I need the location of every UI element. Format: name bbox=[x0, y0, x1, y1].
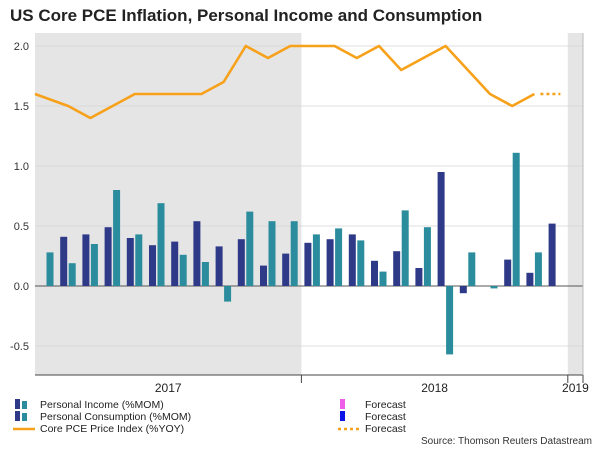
shaded-region-2019 bbox=[568, 33, 583, 375]
bar-personal-consumption bbox=[135, 234, 142, 286]
bar-personal-income bbox=[393, 251, 400, 286]
bar-personal-consumption bbox=[513, 153, 520, 286]
bar-personal-consumption bbox=[246, 212, 253, 286]
bar-personal-consumption bbox=[269, 221, 276, 286]
bar-personal-income bbox=[82, 234, 89, 286]
bar-personal-consumption bbox=[357, 240, 364, 286]
bar-personal-income bbox=[349, 234, 356, 286]
bar-personal-consumption bbox=[535, 252, 542, 286]
bar-personal-income bbox=[327, 239, 334, 286]
legend-label: Personal Income (%MOM) bbox=[40, 399, 164, 411]
legend-swatch bbox=[15, 411, 20, 421]
legend: Personal Income (%MOM)Personal Consumpti… bbox=[13, 399, 406, 435]
y-tick-label: 1.0 bbox=[14, 161, 29, 173]
bar-personal-income bbox=[526, 273, 533, 286]
bar-personal-income bbox=[171, 242, 178, 286]
legend-swatch bbox=[340, 399, 345, 409]
legend-swatch bbox=[340, 411, 345, 421]
bar-personal-income bbox=[415, 268, 422, 286]
bar-personal-income bbox=[549, 224, 556, 286]
bar-personal-consumption bbox=[446, 286, 453, 354]
legend-swatch bbox=[22, 413, 27, 421]
legend-swatch bbox=[15, 399, 20, 409]
bar-personal-consumption bbox=[335, 228, 342, 286]
legend-label: Forecast bbox=[365, 423, 406, 435]
chart-title: US Core PCE Inflation, Personal Income a… bbox=[10, 6, 482, 25]
shaded-region-2017 bbox=[35, 33, 301, 375]
x-year-label: 2019 bbox=[562, 381, 589, 395]
y-tick-label: 0.5 bbox=[14, 221, 29, 233]
y-tick-label: -0.5 bbox=[10, 341, 29, 353]
y-tick-label: 1.5 bbox=[14, 101, 29, 113]
bar-personal-income bbox=[260, 266, 267, 286]
bar-personal-income bbox=[460, 286, 467, 293]
legend-swatch bbox=[22, 401, 27, 409]
bar-personal-consumption bbox=[69, 263, 76, 286]
legend-label: Personal Consumption (%MOM) bbox=[40, 411, 191, 423]
x-year-label: 2017 bbox=[155, 381, 182, 395]
bar-personal-consumption bbox=[491, 286, 498, 288]
bar-personal-income bbox=[127, 238, 134, 286]
bar-personal-consumption bbox=[113, 190, 120, 286]
bar-personal-income bbox=[304, 243, 311, 286]
y-tick-label: 2.0 bbox=[14, 41, 29, 53]
bar-personal-consumption bbox=[202, 262, 209, 286]
bar-personal-consumption bbox=[402, 210, 409, 286]
legend-label: Forecast bbox=[365, 399, 406, 411]
bar-personal-income bbox=[60, 237, 67, 286]
legend-label: Forecast bbox=[365, 411, 406, 423]
bar-personal-income bbox=[105, 227, 112, 286]
bar-personal-consumption bbox=[468, 252, 475, 286]
bar-personal-consumption bbox=[180, 255, 187, 286]
bar-personal-income bbox=[149, 245, 156, 286]
bar-personal-income bbox=[504, 260, 511, 286]
bar-personal-income bbox=[371, 261, 378, 286]
bar-personal-income bbox=[282, 254, 289, 286]
bar-personal-income bbox=[216, 246, 223, 286]
bar-personal-consumption bbox=[313, 234, 320, 286]
bar-personal-income bbox=[193, 221, 200, 286]
bar-personal-consumption bbox=[291, 221, 298, 286]
bar-personal-consumption bbox=[224, 286, 231, 302]
bar-personal-consumption bbox=[380, 272, 387, 286]
bar-personal-income bbox=[238, 239, 245, 286]
x-year-label: 2018 bbox=[421, 381, 448, 395]
y-tick-label: 0.0 bbox=[14, 281, 29, 293]
source-note: Source: Thomson Reuters Datastream bbox=[421, 436, 592, 447]
bar-personal-consumption bbox=[158, 203, 165, 286]
bar-personal-consumption bbox=[424, 227, 431, 286]
bar-personal-consumption bbox=[47, 252, 54, 286]
bar-personal-income bbox=[438, 172, 445, 286]
legend-label: Core PCE Price Index (%YOY) bbox=[40, 423, 184, 435]
bar-personal-consumption bbox=[91, 244, 98, 286]
